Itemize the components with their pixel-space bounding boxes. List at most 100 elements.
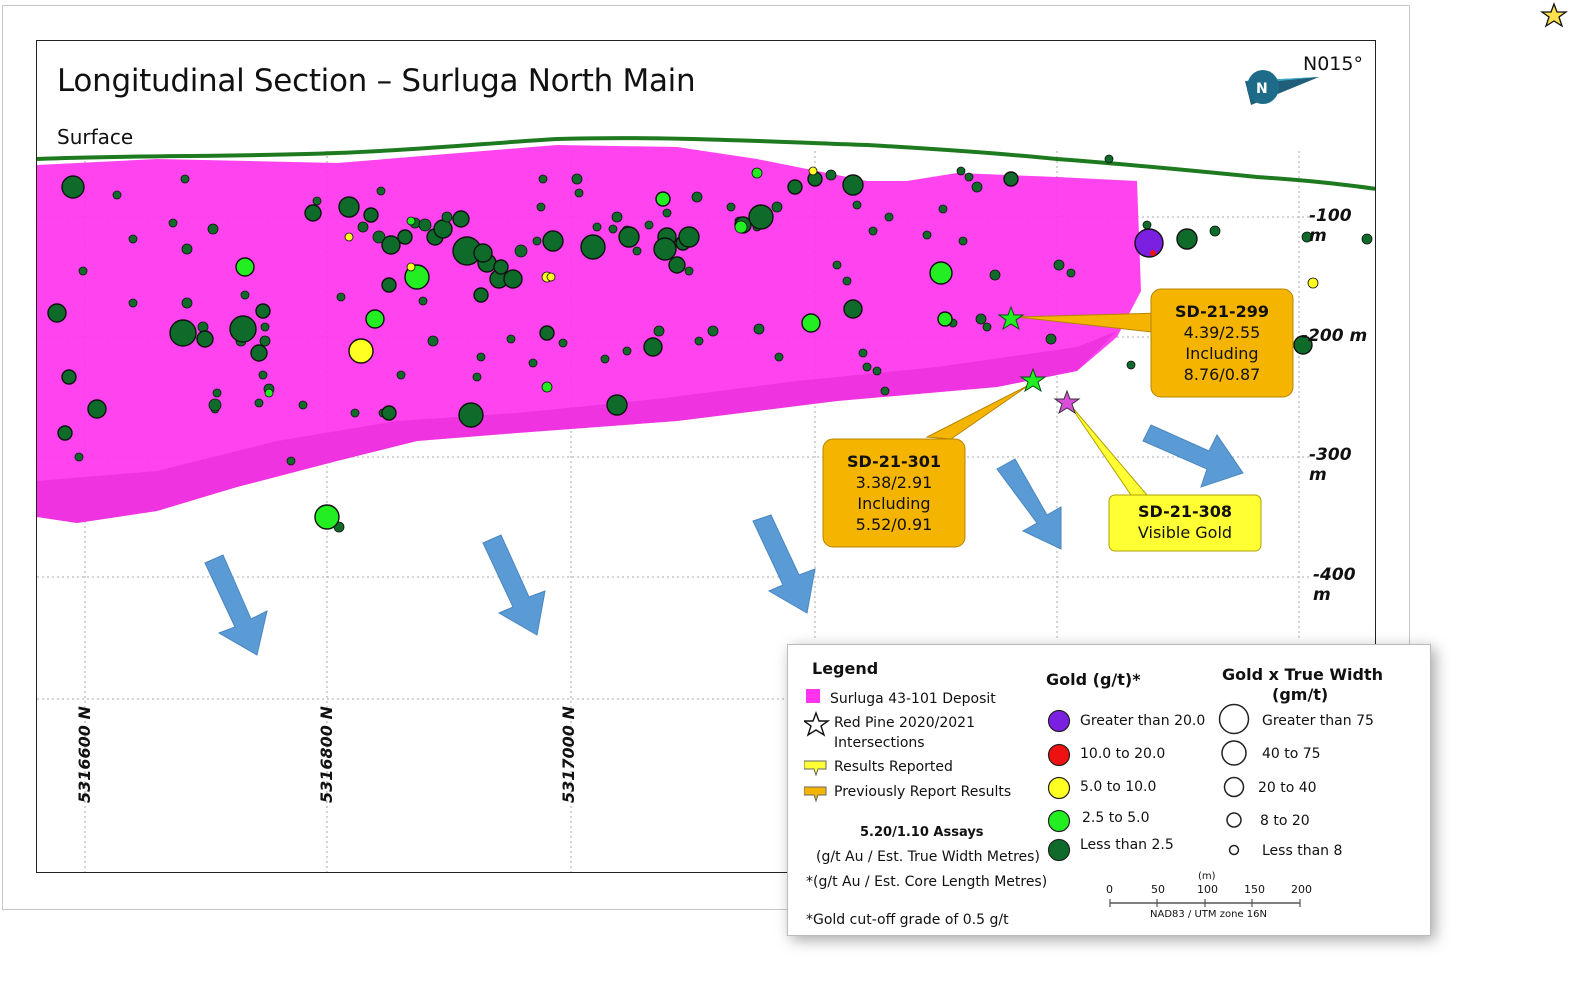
drill-intercept-marker <box>958 236 968 246</box>
gold-swatch-10-20 <box>1047 743 1071 767</box>
drill-intercept-marker <box>922 230 932 240</box>
drill-intercept-marker <box>678 226 700 248</box>
scale-tick-50: 50 <box>1151 883 1165 896</box>
drill-intercept-marker <box>707 325 719 337</box>
legend-intersections-1: Red Pine 2020/2021 <box>834 715 975 731</box>
section-canvas: N <box>37 70 1375 872</box>
drill-intercept-marker <box>357 221 369 233</box>
gtw-swatch-lt8 <box>1228 844 1240 856</box>
drill-intercept-marker <box>1307 277 1319 289</box>
drill-intercept-marker <box>937 311 953 327</box>
gold-swatches <box>1047 709 1071 862</box>
callout-308-text: SD-21-308 Visible Gold <box>1109 501 1261 543</box>
drill-intercept-marker <box>1361 233 1373 245</box>
drill-intercept-marker <box>112 190 122 200</box>
drill-intercept-marker <box>825 169 837 181</box>
drill-intercept-marker <box>458 402 484 428</box>
drill-intercept-marker <box>503 269 523 289</box>
drill-intercept-marker <box>862 362 872 372</box>
drill-intercept-marker <box>606 394 628 416</box>
gold-class-3: 5.0 to 10.0 <box>1080 779 1157 795</box>
drill-intercept-marker <box>78 266 88 276</box>
gold-class-5: Less than 2.5 <box>1080 837 1174 853</box>
drill-intercept-marker <box>643 337 663 357</box>
drill-intercept-marker <box>348 338 374 364</box>
drill-intercept-marker <box>418 218 432 232</box>
drill-intercept-marker <box>600 354 610 364</box>
drill-intercept-marker <box>212 388 222 398</box>
drill-intercept-marker <box>264 388 274 398</box>
drill-intercept-marker <box>1301 231 1313 243</box>
drill-intercept-marker <box>1209 225 1221 237</box>
drill-intercept-marker <box>546 272 556 282</box>
legend-title: Legend <box>812 659 879 678</box>
gold-class-2: 10.0 to 20.0 <box>1080 746 1166 762</box>
drill-intercept-marker <box>427 335 439 347</box>
scale-projection: NAD83 / UTM zone 16N <box>1150 909 1267 920</box>
drill-intercept-marker <box>128 234 138 244</box>
deposit-body <box>37 145 1141 523</box>
drill-intercept-marker <box>381 405 397 421</box>
callout-301-line-2: Including <box>857 494 931 513</box>
drill-intercept-marker <box>312 196 322 206</box>
corner-star-icon <box>1540 2 1568 28</box>
drill-intercept-marker <box>506 334 516 344</box>
drill-intercept-marker <box>336 292 346 302</box>
scale-tick-0: 0 <box>1106 883 1113 896</box>
drill-intercept-marker <box>956 166 966 176</box>
drill-intercept-marker <box>180 174 190 184</box>
plunge-arrow-4 <box>996 458 1062 550</box>
drill-intercept-marker <box>476 352 486 362</box>
drill-intercept-marker <box>852 200 862 210</box>
drill-intercept-marker <box>376 186 386 196</box>
deposit-lower-zone <box>37 331 1117 523</box>
drill-intercept-marker <box>832 260 842 270</box>
drill-intercept-marker <box>734 220 748 234</box>
drill-intercept-marker <box>1134 228 1164 258</box>
drill-intercept-marker <box>964 172 974 182</box>
gold-class-4: 2.5 to 5.0 <box>1082 810 1150 826</box>
drill-intercept-marker <box>235 257 255 277</box>
drill-intercept-marker <box>365 309 385 329</box>
drill-intercept-marker <box>558 338 568 348</box>
drill-intercept-marker <box>87 399 107 419</box>
drill-intercept-marker <box>842 174 864 196</box>
drill-intercept-marker <box>57 425 73 441</box>
drill-intercept-marker <box>662 208 672 218</box>
drill-intercept-marker <box>61 175 85 199</box>
legend-assay-example: 5.20/1.10 Assays <box>860 825 984 840</box>
drill-intercept-marker <box>608 224 618 234</box>
drill-intercept-marker <box>207 223 219 235</box>
legend-symbols <box>804 689 831 803</box>
gtw-class-1: Greater than 75 <box>1262 713 1374 729</box>
gtw-swatch-gt75 <box>1218 703 1250 735</box>
drill-intercept-marker <box>169 319 197 347</box>
plunge-arrow-1 <box>204 554 268 656</box>
gtw-class-3: 20 to 40 <box>1258 780 1317 796</box>
gtw-swatch-40-75 <box>1221 740 1247 766</box>
drill-intercept-marker <box>774 352 784 362</box>
gtw-swatch-20-40 <box>1223 776 1245 798</box>
gtw-title-1: Gold x True Width <box>1222 665 1384 684</box>
drill-intercept-marker <box>1053 259 1065 271</box>
drill-intercept-marker <box>61 369 77 385</box>
drill-intercept-marker <box>493 259 509 275</box>
drill-intercept-marker <box>472 372 482 382</box>
gtw-swatches <box>1218 703 1250 856</box>
drill-intercept-marker <box>473 243 493 263</box>
intersection-star-icon <box>804 711 831 737</box>
drill-intercept-marker <box>260 322 270 332</box>
previously-reported-icon <box>804 786 827 803</box>
callout-box-299 <box>1150 288 1294 398</box>
drill-intercept-marker <box>1176 228 1198 250</box>
drill-intercept-marker <box>753 323 765 335</box>
drill-intercept-marker <box>843 299 863 319</box>
depth-label-300: -300 m <box>1309 445 1352 485</box>
drill-intercept-marker <box>694 336 704 346</box>
drill-intercept-marker <box>240 290 250 300</box>
depth-label-100: -100 m <box>1309 206 1352 246</box>
drill-intercept-marker <box>418 296 428 306</box>
legend-cutoff-note: *Gold cut-off grade of 0.5 g/t <box>806 912 1009 928</box>
drill-intercept-marker <box>668 256 686 274</box>
drill-intercept-marker <box>1126 360 1136 370</box>
